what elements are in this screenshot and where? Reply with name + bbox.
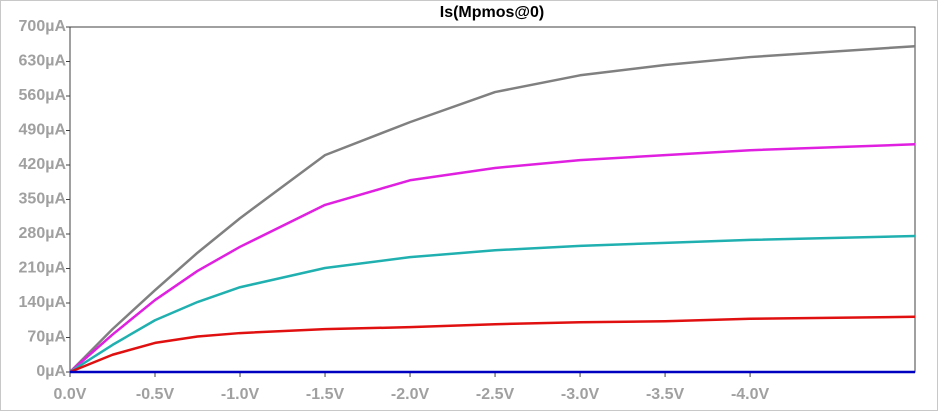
y-tick-label: 630µA [19,53,67,70]
y-tick-label: 70µA [27,329,66,346]
y-tick-label: 420µA [19,156,67,173]
series-line [69,143,916,373]
x-tick-label: -2.5V [476,386,515,403]
series-line [69,234,916,374]
x-tick-label: -2.0V [391,386,430,403]
y-tick-label: 350µA [19,191,67,208]
series-line [69,315,916,374]
x-tick-label: -0.5V [136,386,175,403]
y-tick-label: 560µA [19,87,67,104]
x-tick-label: -1.5V [306,386,345,403]
y-tick-label: 280µA [19,225,67,242]
series-line [69,44,916,373]
y-tick-label: 210µA [19,260,67,277]
y-tick-label: 700µA [19,18,67,35]
y-tick-label: 140µA [19,294,67,311]
x-tick-label: -4.0V [731,386,770,403]
chart-title: Is(Mpmos@0) [440,4,545,21]
y-tick-label: 0µA [36,363,66,380]
y-tick-label: 490µA [19,122,67,139]
x-tick-label: -1.0V [221,386,260,403]
x-tick-label: -3.0V [561,386,600,403]
x-tick-label: 0.0V [54,386,87,403]
x-tick-label: -3.5V [646,386,685,403]
